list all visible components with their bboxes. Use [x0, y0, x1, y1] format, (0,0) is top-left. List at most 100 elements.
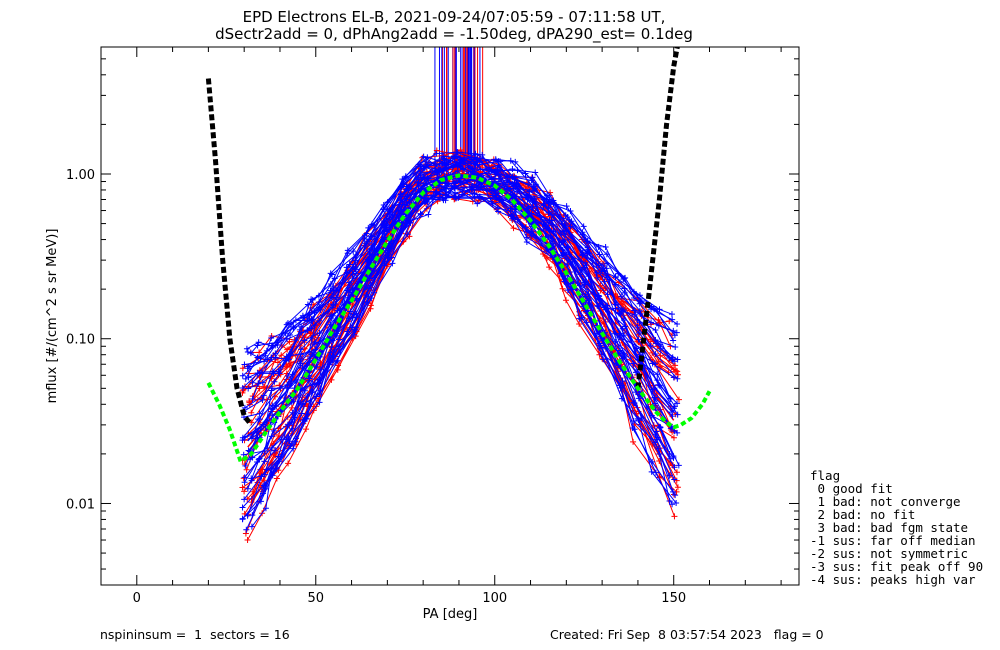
- blue-point: [545, 204, 552, 211]
- blue-point: [585, 246, 592, 253]
- blue-point: [243, 526, 250, 533]
- blue-point: [268, 387, 275, 394]
- y-tick-label: 0.10: [66, 333, 95, 348]
- blue-point: [674, 321, 681, 328]
- blue-point: [528, 221, 535, 228]
- blue-point: [602, 345, 609, 352]
- red-point: [630, 438, 637, 445]
- blue-point: [667, 395, 674, 402]
- red-point: [546, 264, 553, 271]
- blue-point: [512, 158, 519, 165]
- blue-point: [621, 285, 628, 292]
- blue-point: [669, 354, 676, 361]
- blue-point: [468, 186, 475, 193]
- blue-point: [564, 244, 571, 251]
- blue-point: [631, 400, 638, 407]
- blue-point: [567, 223, 574, 230]
- blue-point: [580, 264, 587, 271]
- blue-trace: [252, 156, 674, 400]
- blue-point: [239, 504, 246, 511]
- blue-point: [424, 154, 431, 161]
- blue-point: [441, 155, 448, 162]
- blue-point: [670, 405, 677, 412]
- blue-point: [277, 384, 284, 391]
- blue-point: [631, 295, 638, 302]
- blue-point: [239, 516, 246, 523]
- blue-point: [407, 216, 414, 223]
- blue-point: [547, 232, 554, 239]
- blue-point: [648, 468, 655, 475]
- blue-point: [493, 194, 500, 201]
- blue-point: [532, 181, 539, 188]
- red-point: [241, 488, 248, 495]
- red-point: [303, 426, 310, 433]
- blue-point: [417, 172, 424, 179]
- red-point: [620, 298, 627, 305]
- red-point: [260, 477, 267, 484]
- blue-point: [269, 368, 276, 375]
- x-tick-label: 100: [482, 591, 507, 606]
- blue-point: [581, 281, 588, 288]
- blue-point: [347, 308, 354, 315]
- blue-point: [670, 453, 677, 460]
- green-fit-line: [206, 173, 712, 465]
- blue-point: [308, 296, 315, 303]
- blue-point: [381, 262, 388, 269]
- blue-point: [439, 195, 446, 202]
- blue-point: [420, 153, 427, 160]
- legend-title: flag: [810, 468, 840, 483]
- chart-title-line2: dSectr2add = 0, dPhAng2add = -1.50deg, d…: [215, 25, 693, 44]
- x-tick-label: 0: [133, 591, 141, 606]
- blue-point: [474, 200, 481, 207]
- legend-item: 1 bad: not converge: [810, 494, 961, 509]
- blue-point: [297, 400, 304, 407]
- blue-point: [612, 305, 619, 312]
- blue-point: [584, 250, 591, 257]
- blue-point: [351, 331, 358, 338]
- legend-item: -1 sus: far off median: [810, 533, 976, 548]
- blue-point: [255, 380, 262, 387]
- blue-point: [652, 350, 659, 357]
- blue-point: [256, 410, 263, 417]
- blue-point: [422, 198, 429, 205]
- blue-point: [349, 324, 356, 331]
- red-point: [288, 404, 295, 411]
- blue-point: [304, 301, 311, 308]
- blue-point: [602, 243, 609, 250]
- blue-point: [563, 227, 570, 234]
- blue-point: [290, 398, 297, 405]
- blue-point: [651, 306, 658, 313]
- blue-point: [296, 326, 303, 333]
- red-point: [273, 475, 280, 482]
- blue-point: [244, 365, 251, 372]
- blue-point: [656, 382, 663, 389]
- blue-point: [255, 339, 262, 346]
- y-tick-label: 0.01: [66, 497, 95, 512]
- blue-point: [309, 318, 316, 325]
- blue-point: [260, 482, 267, 489]
- blue-point: [366, 275, 373, 282]
- red-point: [671, 513, 678, 520]
- blue-point: [302, 415, 309, 422]
- red-point: [248, 409, 255, 416]
- blue-point: [248, 523, 255, 530]
- chart-title-line1: EPD Electrons EL-B, 2021-09-24/07:05:59 …: [243, 8, 666, 26]
- blue-point: [666, 498, 673, 505]
- blue-point: [471, 160, 478, 167]
- blue-point: [262, 505, 269, 512]
- blue-point: [635, 415, 642, 422]
- blue-point: [653, 340, 660, 347]
- blue-point: [285, 356, 292, 363]
- blue-point: [417, 211, 424, 218]
- blue-point: [416, 161, 423, 168]
- red-point: [559, 285, 566, 292]
- red-point: [562, 297, 569, 304]
- blue-point: [349, 271, 356, 278]
- blue-point: [383, 205, 390, 212]
- blue-point: [543, 247, 550, 254]
- blue-point: [476, 193, 483, 200]
- blue-point: [239, 434, 246, 441]
- blue-point: [254, 342, 261, 349]
- blue-point: [532, 169, 539, 176]
- blue-point: [600, 356, 607, 363]
